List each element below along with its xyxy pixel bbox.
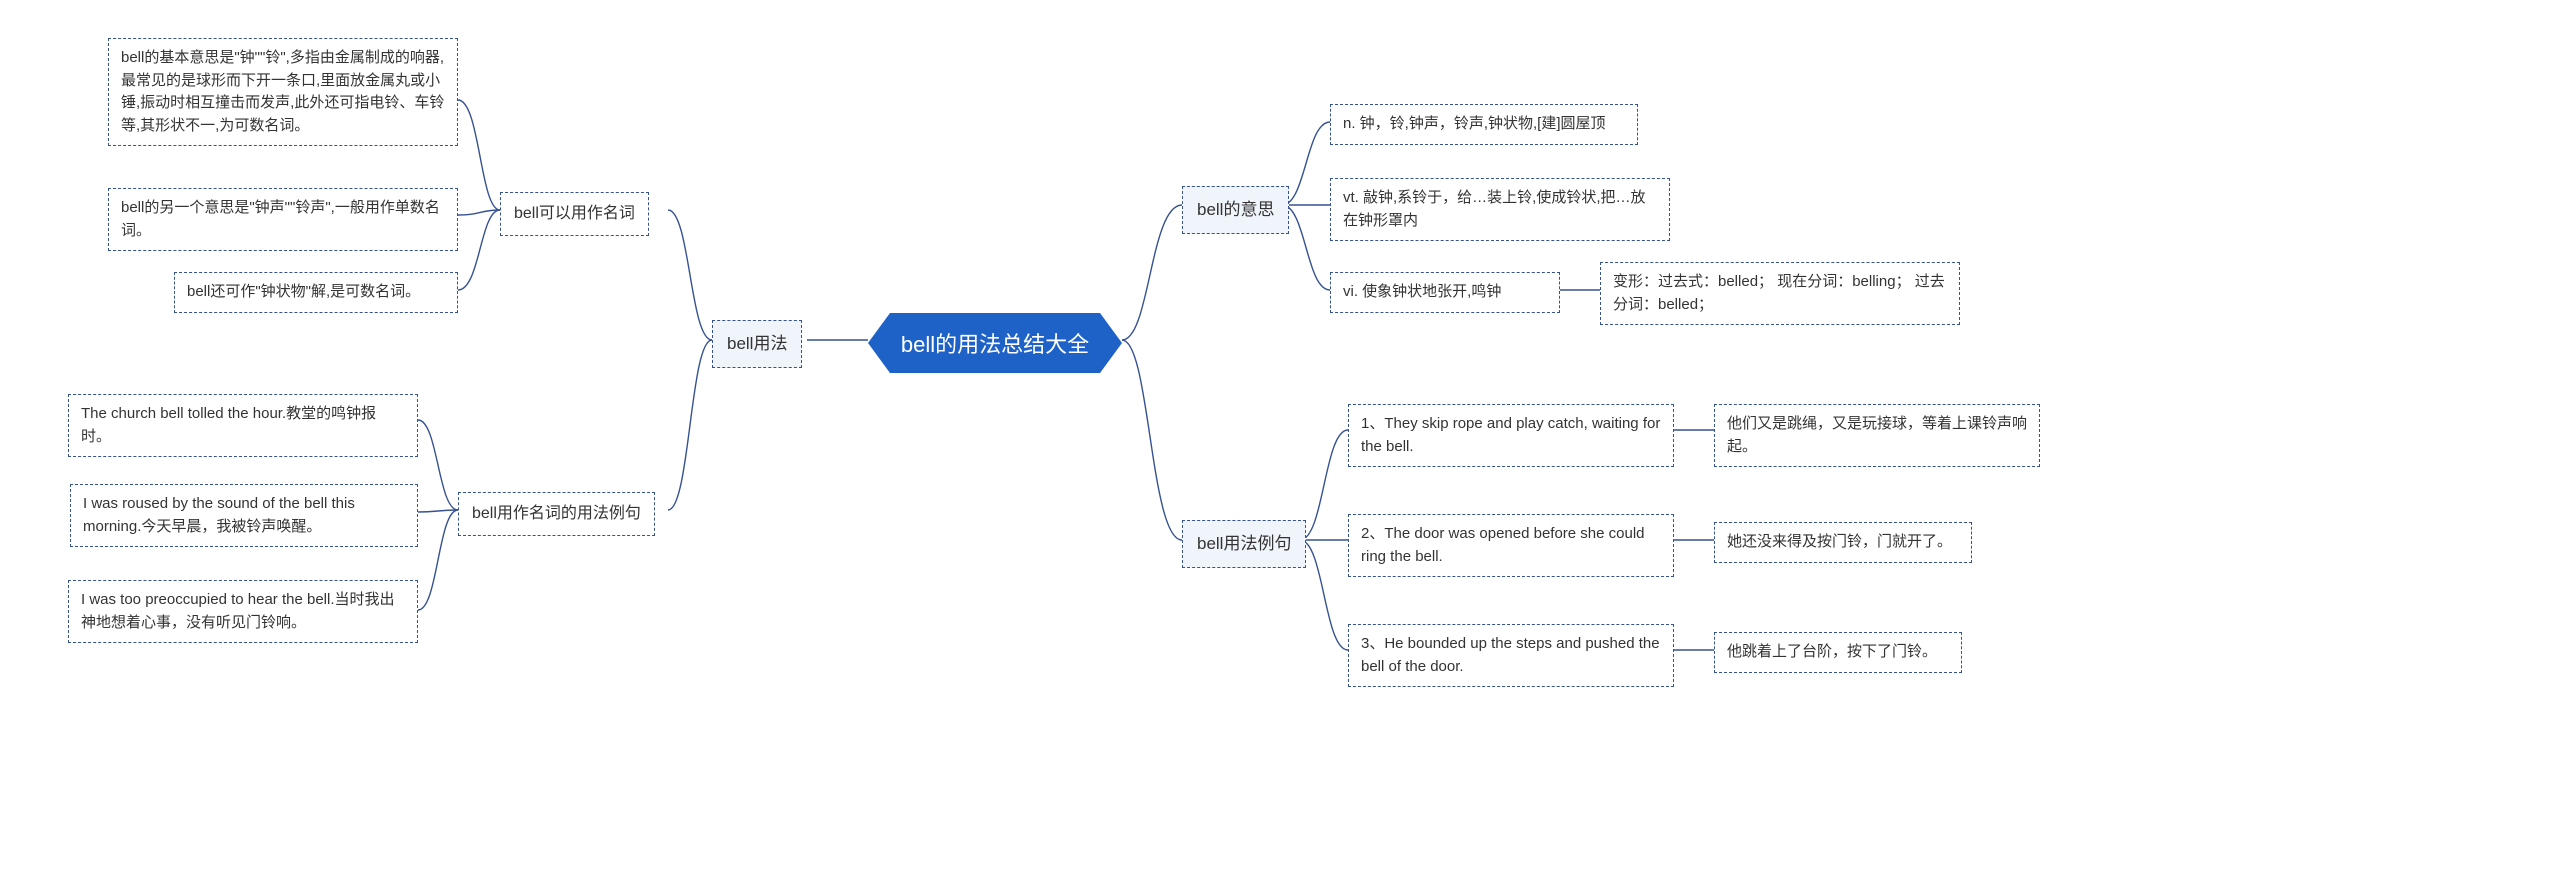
left-leaf-noun-2: bell的另一个意思是"钟声""铃声",一般用作单数名词。 [108, 188, 458, 251]
left-sub-example: bell用作名词的用法例句 [458, 492, 655, 536]
right-leaf-ex-1: 1、They skip rope and play catch, waiting… [1348, 404, 1674, 467]
right-leaf-ex-2-extra: 她还没来得及按门铃，门就开了。 [1714, 522, 1972, 563]
right-leaf-meaning-2: vt. 敲钟,系铃于，给…装上铃,使成铃状,把…放在钟形罩内 [1330, 178, 1670, 241]
right-leaf-ex-2: 2、The door was opened before she could r… [1348, 514, 1674, 577]
left-leaf-ex-2: I was roused by the sound of the bell th… [70, 484, 418, 547]
left-leaf-noun-3: bell还可作"钟状物"解,是可数名词。 [174, 272, 458, 313]
right-leaf-meaning-1: n. 钟，铃,钟声，铃声,钟状物,[建]圆屋顶 [1330, 104, 1638, 145]
right-leaf-ex-1-extra: 他们又是跳绳，又是玩接球，等着上课铃声响起。 [1714, 404, 2040, 467]
root-node: bell的用法总结大全 [868, 313, 1122, 373]
right-leaf-meaning-3: vi. 使象钟状地张开,鸣钟 [1330, 272, 1560, 313]
right-branch-examples: bell用法例句 [1182, 520, 1306, 568]
left-branch: bell用法 [712, 320, 802, 368]
left-sub-noun: bell可以用作名词 [500, 192, 649, 236]
left-leaf-ex-3: I was too preoccupied to hear the bell.当… [68, 580, 418, 643]
right-branch-meaning: bell的意思 [1182, 186, 1289, 234]
right-leaf-meaning-3-extra: 变形：过去式：belled； 现在分词：belling； 过去分词：belled… [1600, 262, 1960, 325]
right-leaf-ex-3-extra: 他跳着上了台阶，按下了门铃。 [1714, 632, 1962, 673]
right-leaf-ex-3: 3、He bounded up the steps and pushed the… [1348, 624, 1674, 687]
left-leaf-noun-1: bell的基本意思是"钟""铃",多指由金属制成的响器,最常见的是球形而下开一条… [108, 38, 458, 146]
left-leaf-ex-1: The church bell tolled the hour.教堂的鸣钟报时。 [68, 394, 418, 457]
